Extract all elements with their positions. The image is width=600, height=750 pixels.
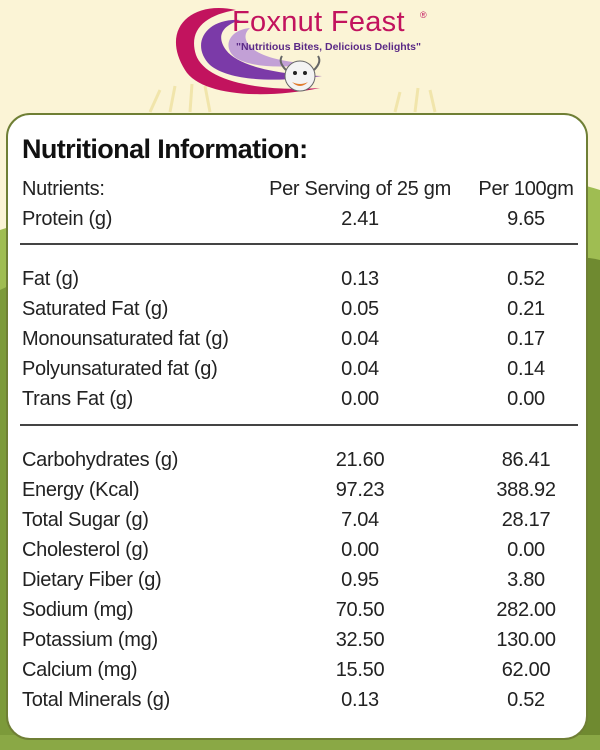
table-row: Protein (g) 2.41 9.65 bbox=[8, 205, 586, 233]
per-serving-value: 0.05 bbox=[341, 298, 379, 320]
nutrient-name: Sodium (mg) bbox=[22, 599, 134, 621]
per-100-value: 28.17 bbox=[501, 509, 551, 531]
table-row: Energy (Kcal) 97.23 388.92 bbox=[8, 476, 586, 504]
per-100-value: 388.92 bbox=[496, 479, 556, 501]
table-row: Polyunsaturated fat (g) 0.04 0.14 bbox=[8, 355, 586, 383]
per-serving-value: 0.00 bbox=[341, 539, 379, 561]
table-row: Calcium (mg) 15.50 62.00 bbox=[8, 656, 586, 684]
header-nutrients: Nutrients: bbox=[22, 178, 105, 200]
per-serving-value: 0.13 bbox=[341, 689, 379, 711]
nutrient-name: Saturated Fat (g) bbox=[22, 298, 169, 320]
table-row: Potassium (mg) 32.50 130.00 bbox=[8, 626, 586, 654]
nutrient-name: Carbohydrates (g) bbox=[22, 449, 179, 471]
per-100-value: 0.00 bbox=[507, 388, 545, 410]
nutrient-name: Trans Fat (g) bbox=[22, 388, 133, 410]
per-serving-value: 0.04 bbox=[341, 328, 379, 350]
table-row: Saturated Fat (g) 0.05 0.21 bbox=[8, 295, 586, 323]
table-header-row: Nutrients: Per Serving of 25 gm Per 100g… bbox=[8, 175, 586, 203]
per-100-value: 0.14 bbox=[507, 358, 545, 380]
brand-tagline: "Nutritious Bites, Delicious Delights" bbox=[236, 41, 421, 53]
per-serving-value: 21.60 bbox=[335, 449, 385, 471]
table-row: Trans Fat (g) 0.00 0.00 bbox=[8, 385, 586, 413]
header-per-100: Per 100gm bbox=[478, 178, 574, 200]
table-row: Sodium (mg) 70.50 282.00 bbox=[8, 596, 586, 624]
per-100-value: 0.00 bbox=[507, 539, 545, 561]
nutrient-name: Total Minerals (g) bbox=[22, 689, 170, 711]
registered-mark: ® bbox=[420, 10, 427, 20]
nutrient-name: Cholesterol (g) bbox=[22, 539, 149, 561]
nutrient-name: Monounsaturated fat (g) bbox=[22, 328, 229, 350]
per-100-value: 86.41 bbox=[501, 449, 551, 471]
nutrient-name: Calcium (mg) bbox=[22, 659, 138, 681]
table-row: Total Sugar (g) 7.04 28.17 bbox=[8, 506, 586, 534]
per-serving-value: 0.95 bbox=[341, 569, 379, 591]
brand-name: Foxnut Feast bbox=[232, 6, 405, 38]
per-100-value: 0.52 bbox=[507, 689, 545, 711]
nutrient-name: Protein (g) bbox=[22, 208, 113, 230]
section-divider bbox=[20, 424, 578, 426]
table-row: Carbohydrates (g) 21.60 86.41 bbox=[8, 446, 586, 474]
per-serving-value: 97.23 bbox=[335, 479, 385, 501]
brand-header: Foxnut Feast ® "Nutritious Bites, Delici… bbox=[0, 0, 600, 112]
nutrient-name: Dietary Fiber (g) bbox=[22, 569, 162, 591]
per-100-value: 130.00 bbox=[496, 629, 556, 651]
per-serving-value: 7.04 bbox=[341, 509, 379, 531]
card-title: Nutritional Information: bbox=[22, 134, 308, 164]
table-row: Cholesterol (g) 0.00 0.00 bbox=[8, 536, 586, 564]
table-row: Monounsaturated fat (g) 0.04 0.17 bbox=[8, 325, 586, 353]
per-100-value: 282.00 bbox=[496, 599, 556, 621]
nutrient-name: Total Sugar (g) bbox=[22, 509, 149, 531]
nutrient-name: Fat (g) bbox=[22, 268, 79, 290]
table-row: Dietary Fiber (g) 0.95 3.80 bbox=[8, 566, 586, 594]
per-serving-value: 70.50 bbox=[335, 599, 385, 621]
per-serving-value: 0.13 bbox=[341, 268, 379, 290]
per-100-value: 0.21 bbox=[507, 298, 545, 320]
per-serving-value: 32.50 bbox=[335, 629, 385, 651]
section-divider bbox=[20, 243, 578, 245]
per-100-value: 62.00 bbox=[501, 659, 551, 681]
per-serving-value: 0.04 bbox=[341, 358, 379, 380]
nutrition-card: Nutritional Information: Nutrients: Per … bbox=[6, 113, 588, 740]
nutrient-name: Energy (Kcal) bbox=[22, 479, 140, 501]
header-per-serving: Per Serving of 25 gm bbox=[269, 178, 451, 200]
swoosh-mascot-icon bbox=[175, 8, 322, 95]
per-serving-value: 2.41 bbox=[341, 208, 379, 230]
per-100-value: 0.52 bbox=[507, 268, 545, 290]
per-100-value: 9.65 bbox=[507, 208, 545, 230]
per-100-value: 3.80 bbox=[507, 569, 545, 591]
table-row: Total Minerals (g) 0.13 0.52 bbox=[8, 686, 586, 714]
nutrient-name: Polyunsaturated fat (g) bbox=[22, 358, 218, 380]
per-serving-value: 15.50 bbox=[335, 659, 385, 681]
per-serving-value: 0.00 bbox=[341, 388, 379, 410]
table-row: Fat (g) 0.13 0.52 bbox=[8, 265, 586, 293]
per-100-value: 0.17 bbox=[507, 328, 545, 350]
nutrient-name: Potassium (mg) bbox=[22, 629, 158, 651]
